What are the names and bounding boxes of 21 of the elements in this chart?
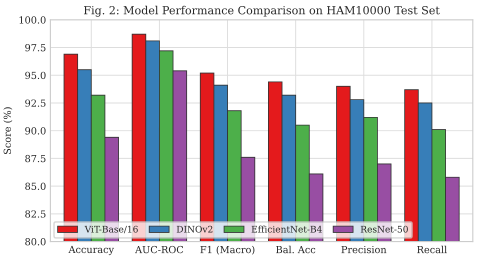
legend-label: ResNet-50 <box>360 226 408 233</box>
legend-label: ViT-Base/16 <box>84 226 138 234</box>
x-tick-label: Recall <box>417 246 447 254</box>
y-tick-label: 85.0 <box>25 182 46 190</box>
y-tick-label: 87.5 <box>25 154 46 162</box>
y-tick-label: 82.5 <box>25 210 46 218</box>
x-tick-label: F1 (Macro) <box>200 246 254 255</box>
y-axis-title: Score (%) <box>3 107 12 154</box>
x-tick-label: Bal. Acc <box>276 246 316 254</box>
y-tick-label: 100.0 <box>20 16 46 24</box>
x-tick-label: Precision <box>341 246 386 254</box>
x-tick-label: AUC-ROC <box>135 246 184 254</box>
y-tick-label: 97.5 <box>25 44 46 52</box>
y-tick-label: 80.0 <box>25 238 46 246</box>
legend-label: DINOv2 <box>176 226 212 233</box>
x-tick-label: Accuracy <box>68 246 114 256</box>
y-tick-label: 92.5 <box>25 99 46 107</box>
chart-title: Fig. 2: Model Performance Comparison on HAM10000 Test Set <box>84 6 440 17</box>
y-tick-label: 95.0 <box>25 72 46 80</box>
legend-label: EfficientNet-B4 <box>252 226 322 233</box>
y-tick-label: 90.0 <box>25 127 46 135</box>
